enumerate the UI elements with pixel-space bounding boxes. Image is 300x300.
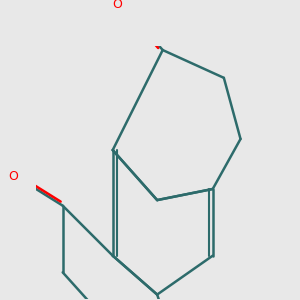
Text: O: O <box>112 0 122 11</box>
Text: O: O <box>8 170 18 183</box>
